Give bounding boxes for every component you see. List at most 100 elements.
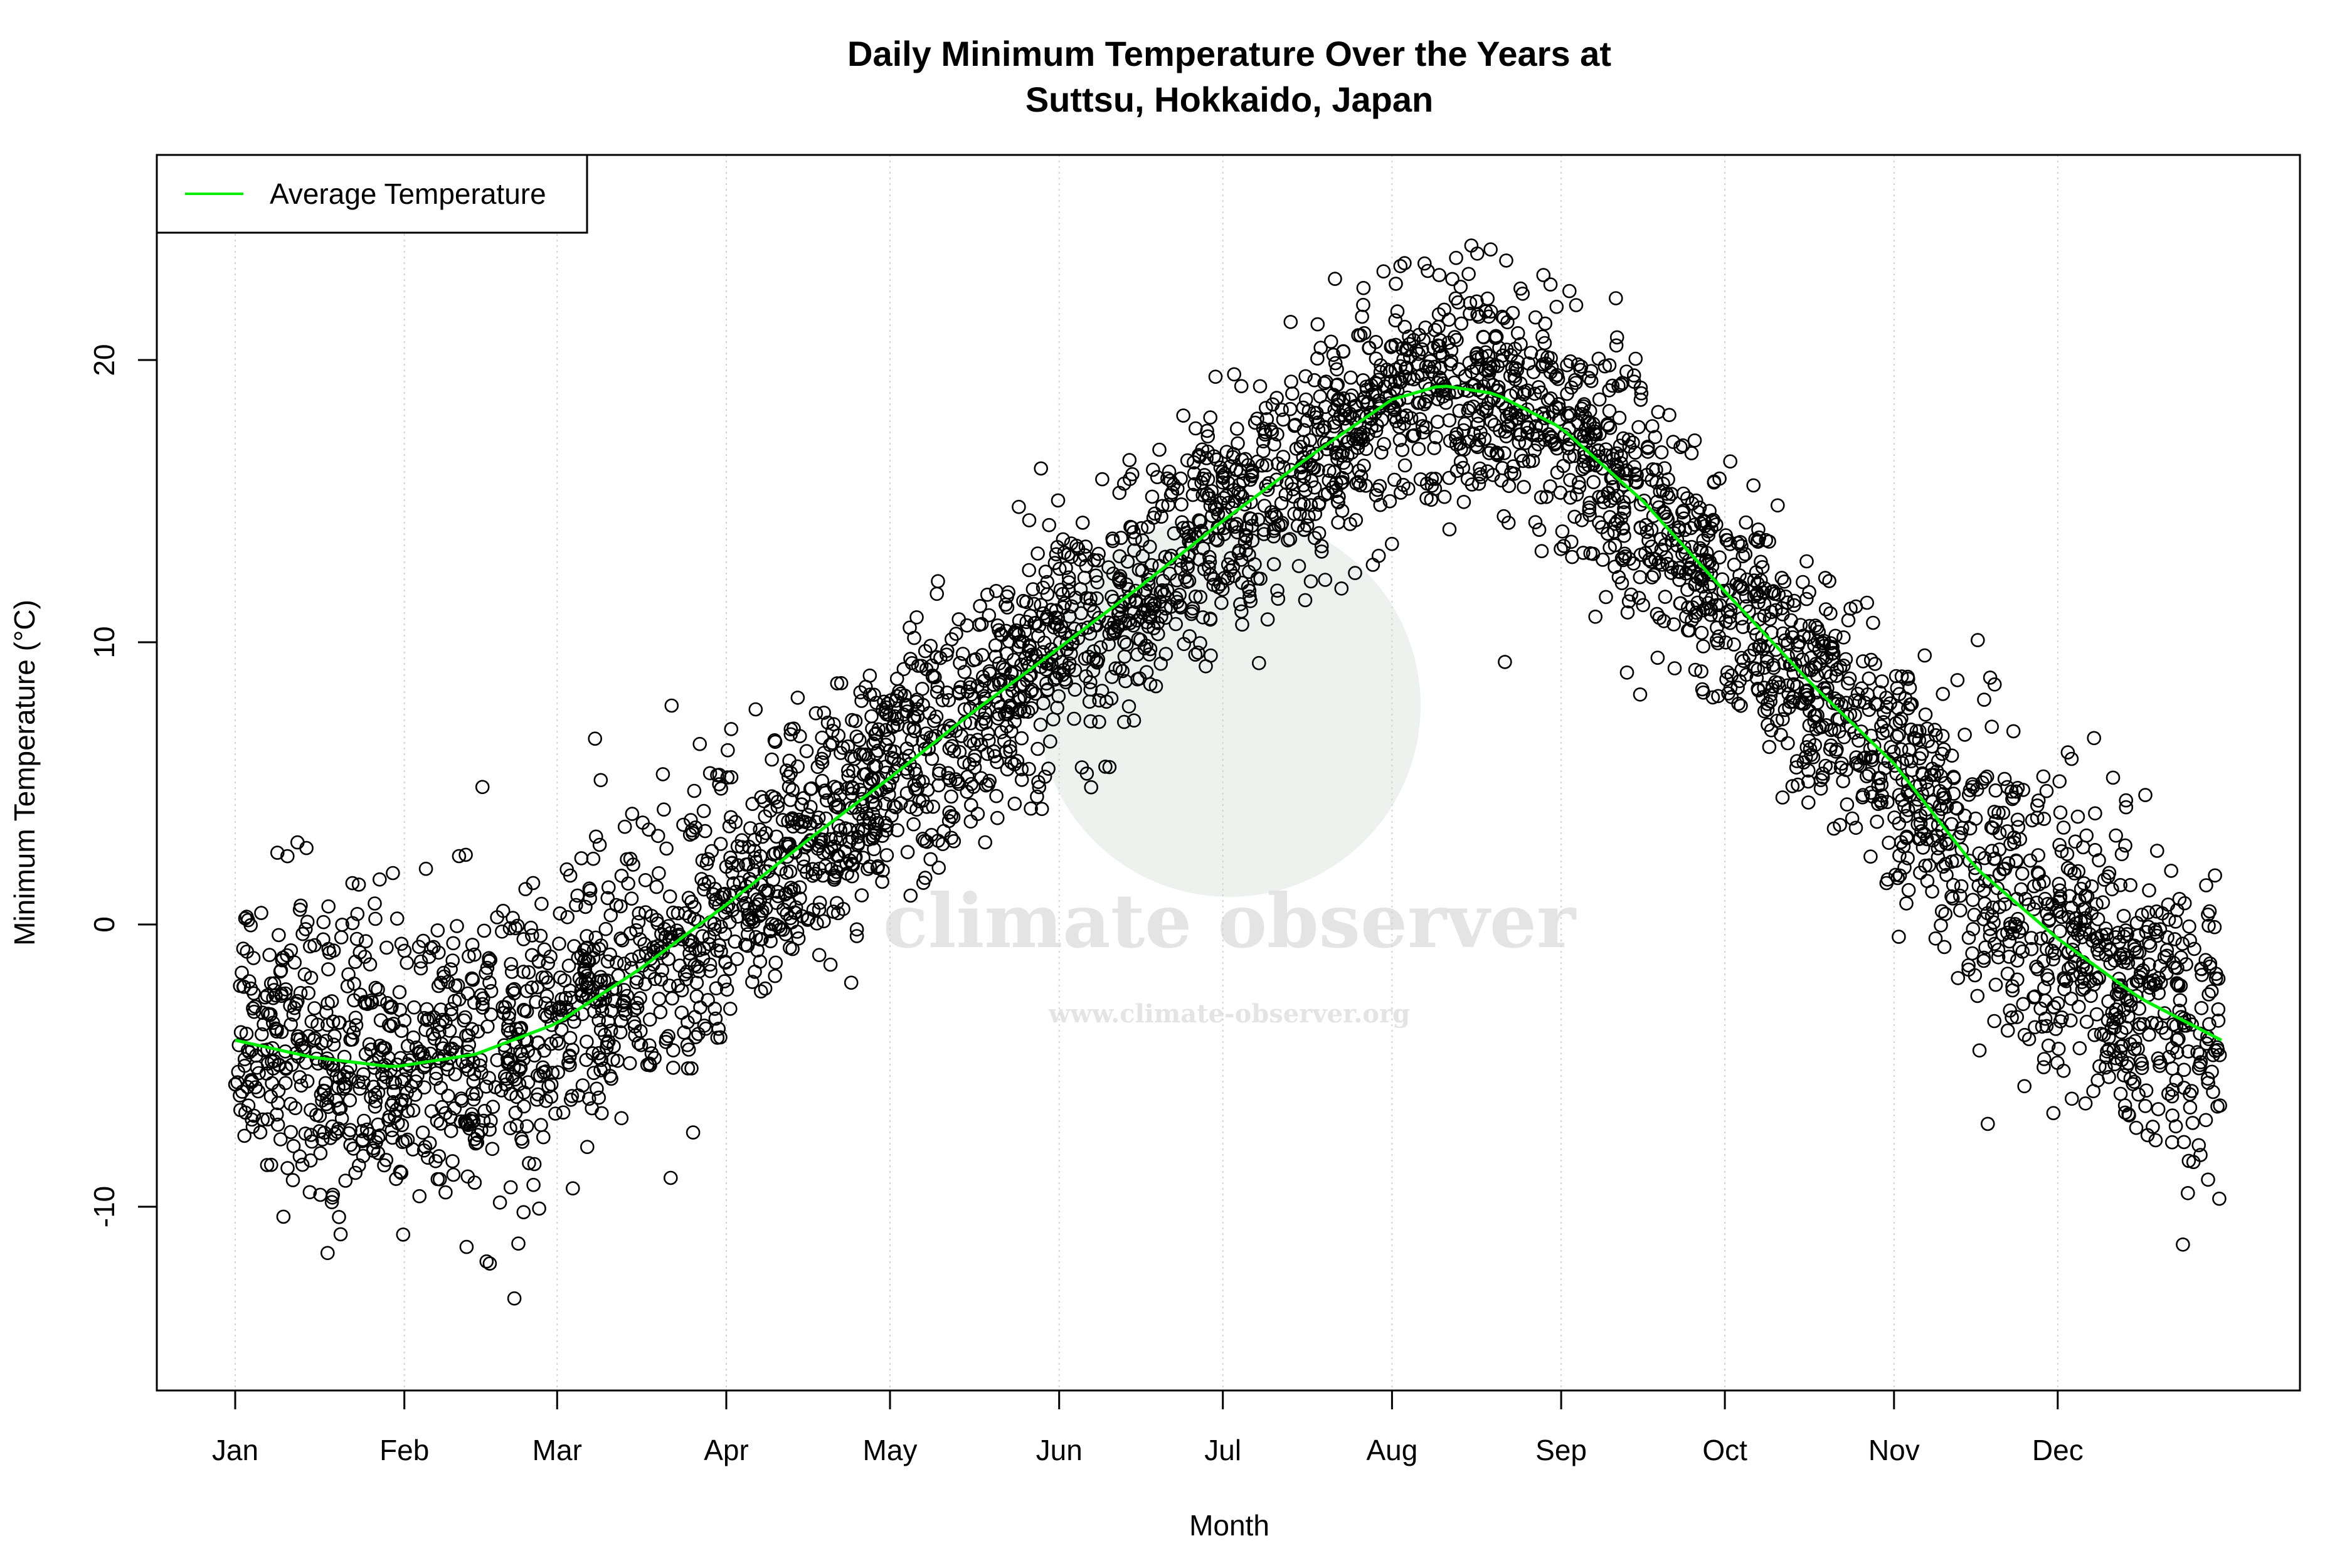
data-point [1034,461,1048,476]
data-point [1894,742,1909,757]
data-point [458,847,473,862]
data-point [1972,1043,1987,1058]
data-point [2035,1019,2050,1034]
data-point [2148,922,2163,937]
data-point [260,1158,275,1172]
data-point [580,977,595,991]
data-point [978,835,992,850]
data-point [1483,304,1498,319]
data-point [2100,1044,2114,1059]
data-point [287,1000,302,1015]
data-point [1601,418,1615,433]
data-point [2074,881,2089,896]
data-point [1977,692,1991,707]
data-point [889,671,904,686]
data-point [1757,596,1772,612]
data-point [1090,575,1104,590]
data-point [1024,701,1039,716]
data-point [1801,795,1816,810]
data-point [1513,448,1528,463]
data-point [1562,283,1577,299]
data-point [597,1027,612,1042]
data-point [1469,347,1484,362]
data-point [1513,281,1528,296]
data-point [2114,1025,2129,1039]
data-point [1371,373,1386,387]
data-point [1875,674,1889,689]
data-point [1445,272,1459,287]
data-point [1359,410,1374,424]
data-point [803,833,818,847]
data-point [1640,524,1655,539]
data-point [845,712,859,728]
data-point [1470,440,1485,455]
data-point [578,975,593,989]
data-point [578,951,593,967]
data-point [2119,800,2134,815]
data-point [480,1019,495,1034]
data-point [1224,517,1239,532]
data-point [2033,931,2048,946]
data-point [900,845,915,859]
data-point [1781,635,1795,650]
data-point [445,1154,460,1168]
data-point [383,1019,398,1034]
data-point [2013,832,2027,847]
x-tick-label: Mar [532,1434,582,1466]
data-point [2000,780,2015,795]
data-point [379,940,394,955]
data-point [1323,334,1338,349]
data-point [918,644,933,659]
data-point [1996,805,2011,820]
data-point [1067,711,1081,726]
data-point [288,1101,303,1115]
data-point [1314,539,1329,554]
data-point [1780,595,1795,610]
data-point [1153,656,1168,671]
data-point [608,993,622,1009]
data-point [1990,881,2005,896]
data-point [1351,436,1366,451]
data-point [638,905,653,919]
data-point [590,1081,604,1096]
data-point [830,896,844,911]
data-point [1083,598,1098,613]
data-point [1557,539,1571,553]
data-point [1757,608,1772,623]
data-point [2208,868,2222,883]
data-point [1510,326,1525,341]
data-point [1611,569,1626,585]
data-point [1003,744,1017,758]
data-point [1289,442,1304,456]
data-point [1673,596,1688,611]
data-point [1776,712,1790,726]
data-point [1226,450,1240,465]
data-point [286,1007,301,1022]
data-point [1577,397,1591,411]
data-point [1774,571,1789,585]
data-point [1498,655,1512,669]
data-point [792,812,807,827]
data-point [1887,758,1902,773]
data-point [799,744,814,758]
data-point [2198,1113,2213,1128]
data-point [1456,494,1471,509]
data-point [1797,696,1811,711]
data-point [715,887,730,902]
data-point [798,815,813,829]
data-point [2005,979,2020,993]
data-point [1151,627,1165,642]
data-point [483,953,498,967]
data-point [1611,378,1626,393]
data-point [918,741,933,756]
data-point [960,770,975,784]
data-point [1409,343,1424,358]
data-point [2154,1020,2169,1035]
data-point [594,1052,609,1067]
data-point [2159,948,2175,963]
data-point [2173,978,2188,993]
data-point [2050,1056,2065,1070]
data-point [529,1092,544,1107]
data-point [1592,392,1607,407]
data-point [356,1133,370,1147]
